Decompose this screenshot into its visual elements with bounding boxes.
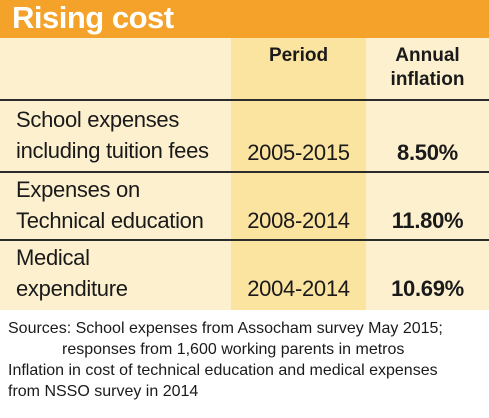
- chart-title: Rising cost: [12, 0, 174, 35]
- row-label-school-expenses: School expenses including tuition fees: [16, 107, 209, 163]
- row-label-technical-education: Expenses on Technical education: [16, 177, 204, 233]
- row-label-medical-expenditure: Medical expenditure: [16, 245, 128, 301]
- column-header-annual-inflation: Annual inflation: [390, 45, 465, 90]
- row-inflation-technical-education: 11.80%: [391, 208, 464, 233]
- row-period-technical-education: 2008-2014: [247, 208, 350, 233]
- period-column-band: [231, 38, 366, 310]
- header-banner: Rising cost: [0, 0, 489, 38]
- row-inflation-medical-expenditure: 10.69%: [391, 276, 464, 301]
- source-line: responses from 1,600 working parents in …: [62, 341, 405, 358]
- source-line: from NSSO survey in 2014: [8, 383, 199, 400]
- row-divider: [0, 99, 489, 101]
- source-line: Inflation in cost of technical education…: [8, 362, 438, 379]
- row-divider: [0, 171, 489, 173]
- source-line: Sources: School expenses from Assocham s…: [8, 320, 443, 337]
- sources-note: Sources: School expenses from Assocham s…: [8, 318, 484, 402]
- column-header-period: Period: [268, 45, 329, 66]
- row-divider: [0, 239, 489, 241]
- row-period-school-expenses: 2005-2015: [247, 140, 350, 165]
- row-period-medical-expenditure: 2004-2014: [247, 276, 350, 301]
- row-inflation-school-expenses: 8.50%: [397, 140, 458, 165]
